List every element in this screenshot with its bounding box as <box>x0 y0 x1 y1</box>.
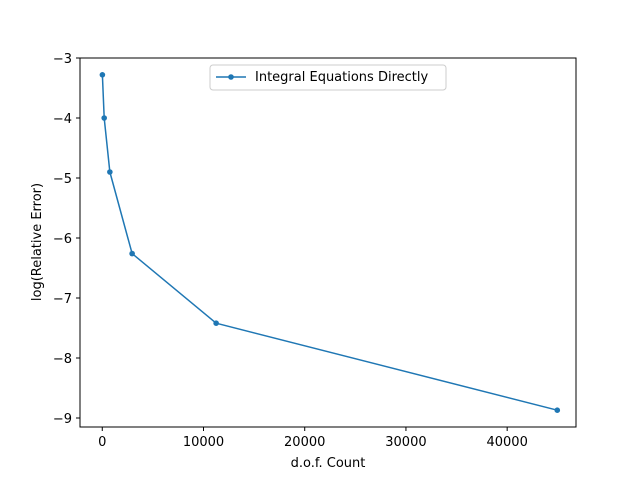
x-tick-label: 40000 <box>486 435 527 450</box>
x-axis-label: d.o.f. Count <box>291 456 366 471</box>
y-tick-label: −8 <box>53 352 72 367</box>
plot-background <box>80 58 576 427</box>
y-tick-label: −4 <box>53 112 72 127</box>
data-point <box>554 407 561 414</box>
y-tick-label: −7 <box>53 292 72 307</box>
y-tick-label: −3 <box>53 52 72 67</box>
legend-entry-label: Integral Equations Directly <box>255 70 428 85</box>
y-tick-label: −5 <box>53 172 72 187</box>
legend: Integral Equations Directly <box>209 64 447 91</box>
legend-box <box>209 64 447 91</box>
data-point <box>107 169 113 175</box>
plot-frame <box>79 57 577 428</box>
x-tick-label: 10000 <box>183 435 224 450</box>
legend-marker <box>228 74 234 80</box>
x-tick-label: 20000 <box>284 435 325 450</box>
series-layer <box>99 72 561 414</box>
data-point <box>129 250 135 257</box>
y-axis-label: log(Relative Error) <box>30 183 45 301</box>
x-tick-label: 0 <box>98 435 106 450</box>
y-tick-label: −6 <box>53 232 72 247</box>
y-axis: −9 −8 −7 −6 −5 −4 −3 <box>53 52 80 427</box>
y-tick-label: −9 <box>53 412 72 427</box>
x-axis: 0 10000 20000 30000 40000 <box>98 427 528 450</box>
data-point <box>99 72 106 78</box>
x-tick-label: 30000 <box>385 435 426 450</box>
data-point <box>213 320 219 327</box>
series-line <box>101 74 558 411</box>
data-point <box>101 115 107 121</box>
